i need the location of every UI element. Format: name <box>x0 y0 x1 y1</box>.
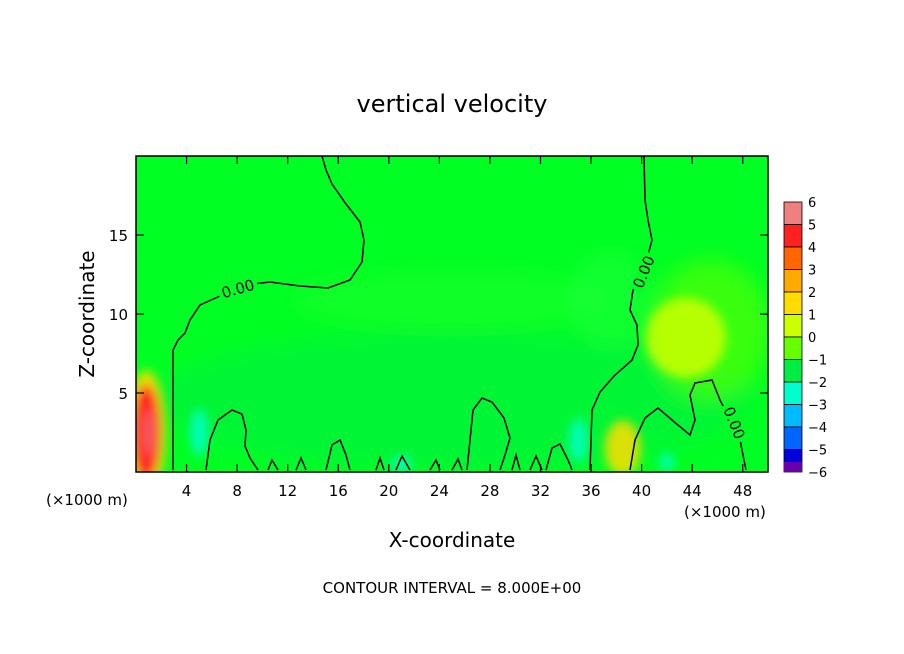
chart-title: vertical velocity <box>357 90 548 118</box>
x-tick-label: 4 <box>182 482 192 500</box>
colorbar-label: 4 <box>808 241 816 256</box>
colorbar-label: −3 <box>808 399 827 414</box>
colorbar-label: −4 <box>808 421 827 436</box>
colorbar-swatch <box>783 291 803 315</box>
y-axis-label: Z-coordinate <box>75 250 99 377</box>
colorbar-swatch <box>783 381 803 405</box>
x-tick-label: 44 <box>683 482 702 500</box>
contour-line <box>589 156 653 471</box>
colorbar-swatch <box>783 314 803 338</box>
footer-contour-interval: CONTOUR INTERVAL = 8.000E+00 <box>323 579 582 597</box>
colorbar-swatch <box>783 201 803 225</box>
downdraft-region <box>569 418 588 463</box>
contour-line <box>267 438 573 471</box>
colorbar-swatch-min <box>784 461 802 472</box>
colorbar-swatch <box>783 336 803 360</box>
colorbar-label: 0 <box>808 331 816 346</box>
colorbar-label: 2 <box>808 286 816 301</box>
colorbar-label: −1 <box>808 354 827 369</box>
updraft-peak <box>141 408 156 457</box>
x-tick-label: 12 <box>278 482 297 500</box>
plot-area <box>136 156 768 472</box>
colorbar-swatch <box>783 359 803 383</box>
field-features <box>136 297 726 472</box>
colorbar-swatch <box>783 404 803 428</box>
colorbar-label: 3 <box>808 264 816 279</box>
x-tick-label: 28 <box>480 482 499 500</box>
contour-line <box>466 397 511 471</box>
y-tick-label: 5 <box>118 385 128 403</box>
colorbar-label: −2 <box>808 376 827 391</box>
y-axis: 5 10 15 <box>109 227 768 403</box>
x-axis-label: X-coordinate <box>389 528 516 552</box>
x-tick-label: 16 <box>329 482 348 500</box>
x-unit-right: (×1000 m) <box>684 503 766 521</box>
y-tick-label: 15 <box>109 227 128 245</box>
colorbar-label: 5 <box>808 219 816 234</box>
contour-line <box>172 156 365 470</box>
colorbar: 6 5 4 3 2 1 0 −1 −2 −3 −4 −5 −6 <box>783 196 827 481</box>
x-tick-label: 20 <box>379 482 398 500</box>
x-tick-label: 48 <box>733 482 752 500</box>
colorbar-swatch <box>783 426 803 450</box>
downdraft-region <box>190 408 209 457</box>
x-tick-label: 36 <box>581 482 600 500</box>
x-unit-left: (×1000 m) <box>46 491 128 509</box>
colorbar-swatch <box>783 224 803 248</box>
downdraft-region <box>659 452 674 472</box>
updraft-region <box>604 420 641 472</box>
x-tick-label: 40 <box>632 482 651 500</box>
colorbar-label: −6 <box>808 466 827 481</box>
contour-line <box>205 409 259 471</box>
colorbar-swatch <box>783 269 803 293</box>
x-tick-label: 8 <box>232 482 242 500</box>
colorbar-label: 6 <box>808 196 816 211</box>
updraft-region <box>645 297 726 378</box>
x-axis: 4 8 12 16 20 24 28 32 36 40 44 48 <box>182 156 752 500</box>
x-tick-label: 24 <box>430 482 449 500</box>
colorbar-label: −5 <box>808 444 827 459</box>
y-tick-label: 10 <box>109 306 128 324</box>
colorbar-swatch <box>783 246 803 270</box>
x-tick-label: 32 <box>531 482 550 500</box>
colorbar-label: 1 <box>808 309 816 324</box>
